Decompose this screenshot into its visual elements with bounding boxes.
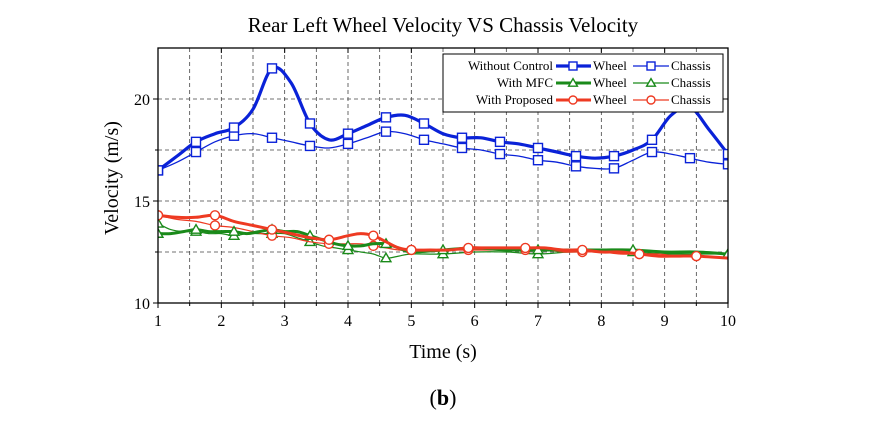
data-point: [158, 217, 165, 228]
legend-group-label: Without Control: [468, 58, 553, 73]
x-axis-label: Time (s): [409, 341, 477, 363]
data-point: [323, 234, 335, 245]
data-point: [608, 163, 620, 174]
series-line: [158, 130, 728, 171]
data-point: [721, 247, 728, 259]
legend-wheel-label: Wheel: [593, 92, 627, 107]
x-tick-label: 10: [720, 313, 736, 330]
data-point: [567, 77, 579, 87]
chart-title: Rear Left Wheel Velocity VS Chassis Velo…: [248, 13, 639, 37]
data-point: [570, 150, 582, 162]
y-tick-label: 20: [134, 92, 150, 109]
x-tick-label: 4: [344, 313, 352, 330]
data-point: [568, 61, 578, 71]
line-chart: Rear Left Wheel Velocity VS Chassis Velo…: [101, 13, 736, 363]
data-point: [209, 210, 221, 221]
y-axis-label: Velocity (m/s): [101, 121, 123, 235]
data-point: [570, 161, 582, 172]
data-point: [532, 142, 544, 154]
x-tick-label: 2: [217, 313, 225, 330]
data-point: [684, 152, 696, 164]
x-tick-label: 1: [154, 313, 162, 330]
data-point: [608, 150, 620, 162]
x-tick-label: 8: [597, 313, 605, 330]
data-point: [190, 136, 202, 148]
data-point: [158, 227, 165, 238]
data-point: [691, 250, 702, 262]
data-point: [158, 165, 164, 176]
data-point: [634, 248, 645, 260]
legend-group-label: With Proposed: [476, 92, 554, 107]
data-point: [380, 126, 392, 137]
legend-group-label: With MFC: [497, 75, 553, 90]
series-with-proposed-wheel: [158, 210, 728, 262]
data-point: [494, 148, 506, 160]
data-point: [646, 146, 658, 158]
data-point: [158, 210, 164, 221]
legend-chassis-label: Chassis: [671, 92, 711, 107]
data-point: [304, 118, 316, 129]
data-point: [722, 148, 728, 160]
data-point: [520, 242, 531, 254]
caption-letter: b: [436, 385, 450, 410]
chart-legend: Without Control Wheel Chassis With MFC Wheel…: [442, 53, 724, 113]
data-point: [418, 134, 430, 146]
x-tick-label: 9: [661, 313, 669, 330]
legend-chassis-label: Chassis: [671, 75, 711, 90]
data-point: [209, 220, 221, 231]
data-point: [722, 159, 728, 170]
data-point: [646, 95, 656, 105]
series-line: [158, 213, 728, 260]
data-point: [577, 244, 588, 256]
data-point: [463, 242, 474, 254]
data-point: [227, 225, 241, 236]
series-layer: [158, 63, 728, 263]
data-point: [646, 61, 656, 71]
figure-caption: (b): [429, 385, 457, 410]
legend-wheel-label: Wheel: [593, 58, 627, 73]
series-line: [158, 65, 728, 172]
data-point: [368, 230, 379, 241]
data-point: [228, 122, 240, 133]
data-point: [418, 118, 430, 129]
data-point: [456, 142, 468, 154]
data-point: [266, 224, 278, 235]
data-point: [568, 95, 578, 105]
legend-wheel-label: Wheel: [593, 75, 627, 90]
x-tick-label: 5: [407, 313, 415, 330]
data-point: [494, 136, 506, 148]
y-tick-label: 15: [134, 194, 150, 211]
data-point: [342, 138, 354, 150]
data-point: [304, 140, 316, 152]
data-point: [266, 132, 278, 143]
data-point: [341, 239, 355, 251]
data-point: [379, 251, 393, 263]
data-point: [646, 134, 658, 146]
data-point: [456, 132, 468, 143]
x-tick-label: 7: [534, 313, 542, 330]
data-point: [266, 63, 278, 74]
data-point: [406, 244, 417, 256]
legend-chassis-label: Chassis: [671, 58, 711, 73]
x-tick-label: 6: [471, 313, 479, 330]
axes: 1 2 3 4 5 6 7 8 9 10 10 15 20: [134, 47, 736, 330]
data-point: [380, 112, 392, 123]
data-point: [342, 128, 354, 139]
y-tick-label: 10: [134, 296, 150, 313]
x-tick-label: 3: [281, 313, 289, 330]
data-point: [532, 154, 544, 166]
data-point: [645, 77, 657, 87]
data-point: [190, 146, 202, 158]
data-point: [189, 223, 203, 234]
